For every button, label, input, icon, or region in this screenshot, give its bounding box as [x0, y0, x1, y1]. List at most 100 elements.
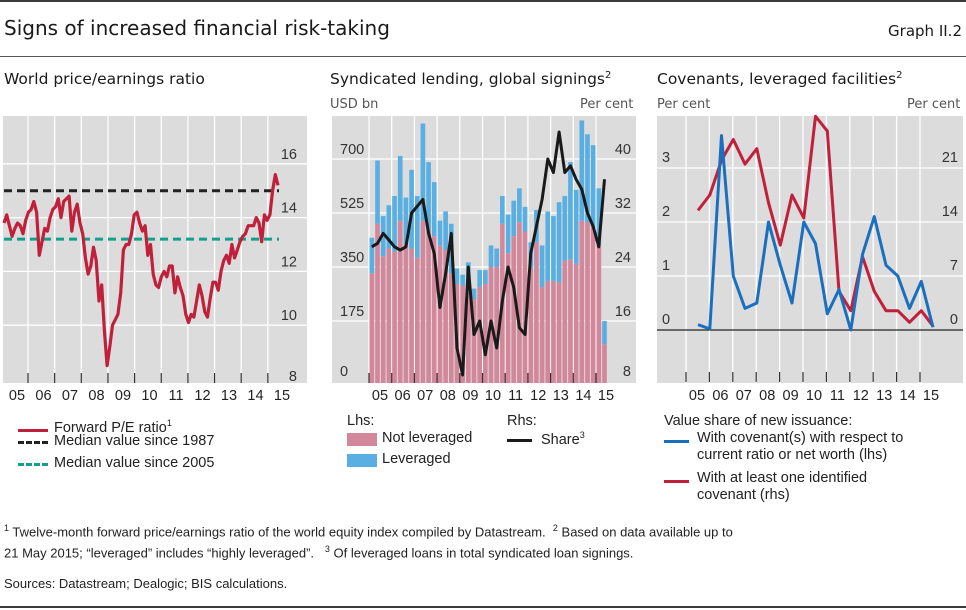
middle-y-left-tick-label: 175: [340, 304, 364, 320]
bar-not-leveraged: [375, 223, 380, 383]
bar-leveraged: [590, 145, 596, 227]
right-x-tick-label: 11: [830, 388, 845, 404]
right-x-tick-label: 13: [876, 388, 892, 404]
left-y-tick-label: 14: [281, 201, 297, 217]
bar-leveraged: [369, 237, 375, 274]
bar-not-leveraged: [534, 242, 539, 383]
middle-x-tick-label: 12: [530, 388, 546, 404]
left-y-tick-label: 8: [289, 369, 297, 385]
middle-x-tick-label: 14: [575, 388, 591, 404]
panel-right-title-text: Covenants, leveraged facilities: [657, 70, 897, 89]
bar-leveraged: [602, 321, 607, 345]
footnote-3-marker: 3: [324, 544, 330, 554]
right-rhs-unit: Per cent: [907, 97, 961, 112]
footnote-1-marker: 1: [4, 523, 10, 533]
legend-value-share-header: Value share of new issuance:: [664, 413, 853, 429]
right-y-right-tick-label: 21: [942, 150, 958, 166]
footnote-3-text: Of leveraged loans in total syndicated l…: [333, 545, 634, 561]
middle-y-right-tick-label: 16: [615, 304, 631, 320]
bar-not-leveraged: [397, 220, 403, 383]
right-x-tick-label: 08: [759, 388, 775, 404]
bar-not-leveraged: [556, 282, 562, 383]
bar-leveraged: [500, 196, 505, 224]
legend-identified-covenant: With at least one identified covenant (rh…: [697, 470, 867, 504]
left-x-tick-label: 09: [115, 388, 131, 404]
legend-swatch-not-leveraged: [347, 433, 377, 446]
bar-leveraged: [539, 245, 545, 288]
right-x-tick-label: 05: [689, 388, 705, 404]
footnote-2-marker: 2: [552, 523, 558, 533]
middle-lhs-unit: USD bn: [330, 97, 379, 112]
legend-swatch-leveraged: [347, 454, 377, 467]
panel-left-title: World price/earnings ratio: [4, 70, 205, 88]
bar-not-leveraged: [545, 280, 551, 383]
left-x-tick-label: 10: [141, 388, 157, 404]
footnote-2-text-b: 21 May 2015; “leveraged” includes “highl…: [4, 545, 315, 561]
bar-not-leveraged: [414, 257, 420, 383]
bar-not-leveraged: [511, 236, 517, 383]
left-y-tick-label: 10: [281, 308, 297, 324]
legend-share-label: Share: [541, 431, 580, 448]
sources: Sources: Datastream; Dealogic; BIS calcu…: [4, 576, 288, 591]
bar-leveraged: [403, 197, 409, 244]
bar-not-leveraged: [426, 229, 431, 383]
left-y-tick-label: 12: [281, 254, 297, 270]
bar-leveraged: [454, 268, 460, 284]
bar-not-leveraged: [562, 260, 568, 383]
identified-covenant-line: [696, 114, 935, 328]
bar-leveraged: [443, 211, 448, 251]
legend-swatch-median-2005: [18, 463, 48, 466]
right-x-tick-label: 09: [783, 388, 799, 404]
legend-median-1987: Median value since 1987: [54, 433, 215, 449]
bar-leveraged: [517, 188, 522, 223]
right-x-tick-label: 10: [806, 388, 822, 404]
legend-pe-sup: 1: [166, 418, 172, 428]
bar-not-leveraged: [551, 280, 556, 383]
bar-leveraged: [386, 205, 392, 249]
middle-y-right-tick-label: 8: [623, 364, 631, 380]
legend-swatch-identified-covenant: [664, 480, 689, 483]
bar-leveraged: [562, 196, 568, 261]
bar-not-leveraged: [494, 267, 500, 383]
bar-not-leveraged: [460, 285, 465, 383]
legend-share: Share3: [541, 430, 585, 448]
left-x-tick-label: 06: [35, 388, 51, 404]
footnote-line-1: 1 Twelve-month forward price/earnings ra…: [4, 523, 733, 539]
left-x-tick-label: 08: [88, 388, 104, 404]
bar-leveraged: [431, 182, 437, 237]
bar-not-leveraged: [437, 245, 443, 383]
left-x-tick-label: 13: [221, 388, 237, 404]
bar-not-leveraged: [579, 220, 585, 383]
right-y-left-tick-label: 1: [662, 258, 670, 274]
bar-not-leveraged: [409, 248, 414, 383]
bar-not-leveraged: [590, 226, 596, 383]
legend-rhs-header: Rhs:: [507, 413, 537, 429]
legend-swatch-share: [507, 439, 532, 442]
bar-leveraged: [392, 196, 397, 252]
bar-leveraged: [488, 245, 494, 267]
right-x-tick-label: 07: [736, 388, 752, 404]
legend-swatch-pe: [18, 429, 48, 432]
left-x-tick-label: 11: [168, 388, 183, 404]
right-y-right-tick-label: 7: [950, 258, 958, 274]
middle-x-tick-label: 08: [440, 388, 456, 404]
legend-covenant-ratio-line1: With covenant(s) with respect to: [697, 430, 904, 446]
right-lhs-unit: Per cent: [657, 97, 711, 112]
bar-not-leveraged: [431, 236, 437, 383]
bar-not-leveraged: [573, 263, 579, 383]
middle-y-left-tick-label: 525: [340, 196, 364, 212]
legend-identified-covenant-line1: With at least one identified: [697, 470, 868, 486]
footnote-line-2: 21 May 2015; “leveraged” includes “highl…: [4, 544, 633, 560]
legend-pe-label: Forward P/E ratio: [54, 419, 167, 436]
panel-middle-title-text: Syndicated lending, global signings: [330, 70, 605, 89]
bar-not-leveraged: [477, 287, 482, 383]
left-y-tick-label: 16: [281, 147, 297, 163]
right-x-tick-label: 15: [923, 388, 939, 404]
bar-not-leveraged: [568, 259, 573, 383]
middle-x-tick-label: 06: [395, 388, 411, 404]
bar-leveraged: [551, 216, 556, 281]
bar-leveraged: [568, 162, 573, 260]
legend-share-sup: 3: [579, 430, 585, 440]
bar-leveraged: [579, 120, 585, 221]
